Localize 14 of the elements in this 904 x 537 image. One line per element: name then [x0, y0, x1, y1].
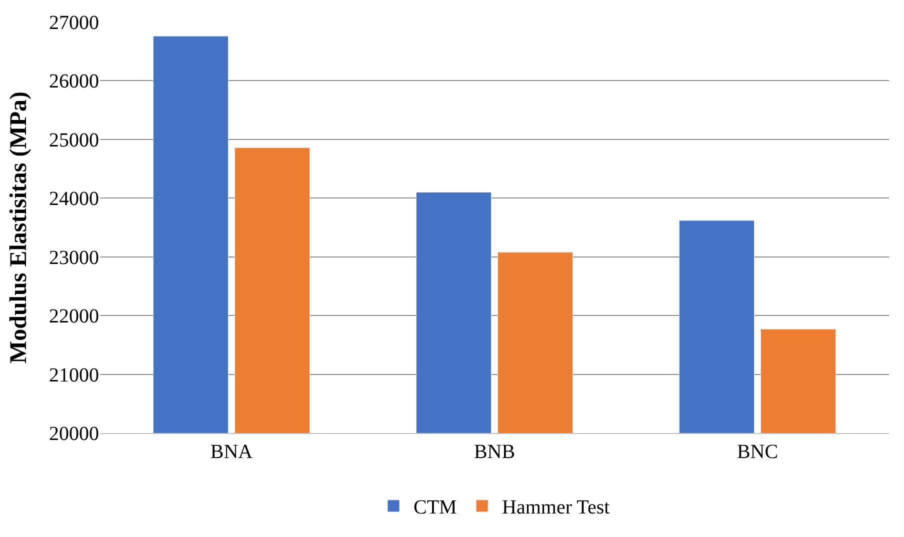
y-tick-label: 24000 [49, 188, 99, 210]
y-tick-label: 22000 [49, 306, 99, 328]
y-tick-label: 21000 [49, 364, 99, 386]
x-tick-label: BNC [736, 441, 778, 463]
y-tick-label: 26000 [49, 70, 99, 93]
x-tick-label: BNB [474, 441, 516, 463]
y-tick-label: 20000 [49, 423, 99, 445]
y-tick-label: 27000 [49, 12, 99, 34]
legend-label: Hammer Test [502, 496, 610, 519]
y-tick-label: 25000 [49, 129, 99, 152]
legend-label: CTM [414, 496, 458, 519]
y-axis-title: Modulus Elastisitas (MPa) [6, 91, 32, 364]
y-tick-label: 23000 [49, 246, 99, 269]
x-tick-label: BNA [210, 441, 254, 463]
